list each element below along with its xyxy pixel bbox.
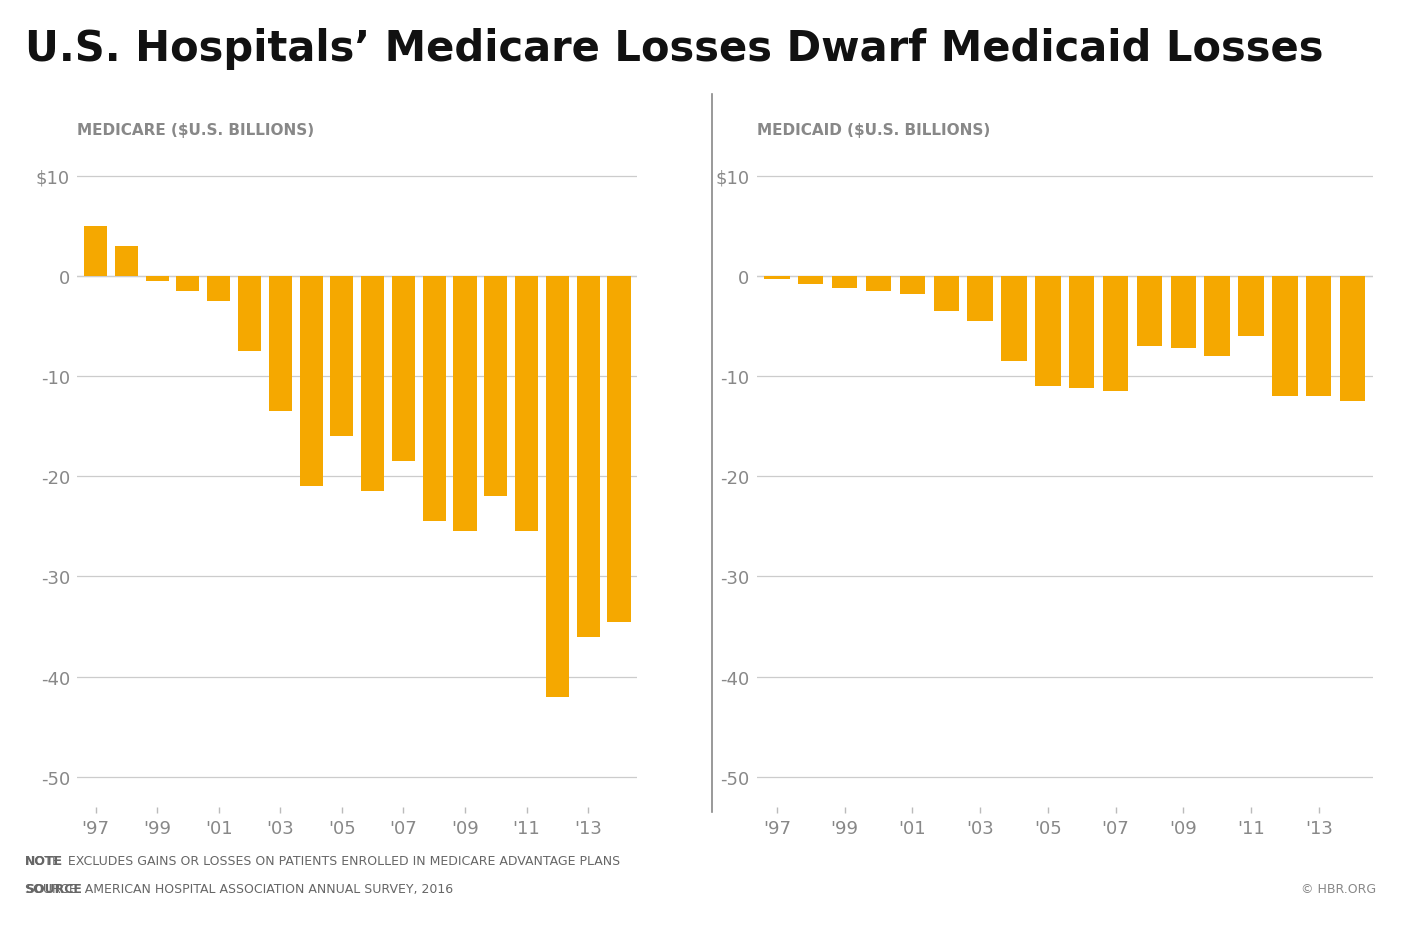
Bar (361, 277, 384, 492)
Bar (331, 277, 353, 437)
Bar (967, 277, 993, 322)
Bar (1069, 277, 1094, 389)
Bar (933, 277, 958, 312)
Bar (300, 277, 322, 487)
Bar (1272, 277, 1297, 396)
Bar (764, 277, 790, 279)
Text: SOURCE: SOURCE (25, 882, 83, 895)
Bar (238, 277, 261, 351)
Bar (1002, 277, 1027, 362)
Bar (423, 277, 446, 522)
Bar (866, 277, 891, 292)
Bar (608, 277, 630, 622)
Text: MEDICAID ($U.S. BILLIONS): MEDICAID ($U.S. BILLIONS) (757, 124, 989, 138)
Bar (207, 277, 230, 301)
Bar (485, 277, 507, 497)
Bar (454, 277, 476, 531)
Bar (392, 277, 415, 462)
Bar (1035, 277, 1061, 387)
Bar (1306, 277, 1331, 396)
Bar (269, 277, 291, 412)
Bar (84, 227, 106, 277)
Bar (799, 277, 824, 284)
Bar (1136, 277, 1163, 346)
Bar (1205, 277, 1230, 357)
Bar (177, 277, 199, 292)
Bar (146, 277, 168, 281)
Text: © HBR.ORG: © HBR.ORG (1300, 882, 1376, 895)
Bar (516, 277, 538, 531)
Text: NOTE  EXCLUDES GAINS OR LOSSES ON PATIENTS ENROLLED IN MEDICARE ADVANTAGE PLANS: NOTE EXCLUDES GAINS OR LOSSES ON PATIENT… (25, 853, 621, 867)
Bar (577, 277, 600, 637)
Bar (1171, 277, 1196, 348)
Bar (115, 246, 137, 277)
Text: NOTE: NOTE (25, 853, 63, 867)
Bar (1339, 277, 1366, 401)
Text: U.S. Hospitals’ Medicare Losses Dwarf Medicaid Losses: U.S. Hospitals’ Medicare Losses Dwarf Me… (25, 28, 1324, 70)
Bar (1103, 277, 1128, 392)
Bar (899, 277, 925, 295)
Bar (546, 277, 569, 697)
Text: MEDICARE ($U.S. BILLIONS): MEDICARE ($U.S. BILLIONS) (77, 124, 314, 138)
Text: SOURCE  AMERICAN HOSPITAL ASSOCIATION ANNUAL SURVEY, 2016: SOURCE AMERICAN HOSPITAL ASSOCIATION ANN… (25, 882, 454, 895)
Bar (832, 277, 857, 289)
Bar (1238, 277, 1264, 337)
